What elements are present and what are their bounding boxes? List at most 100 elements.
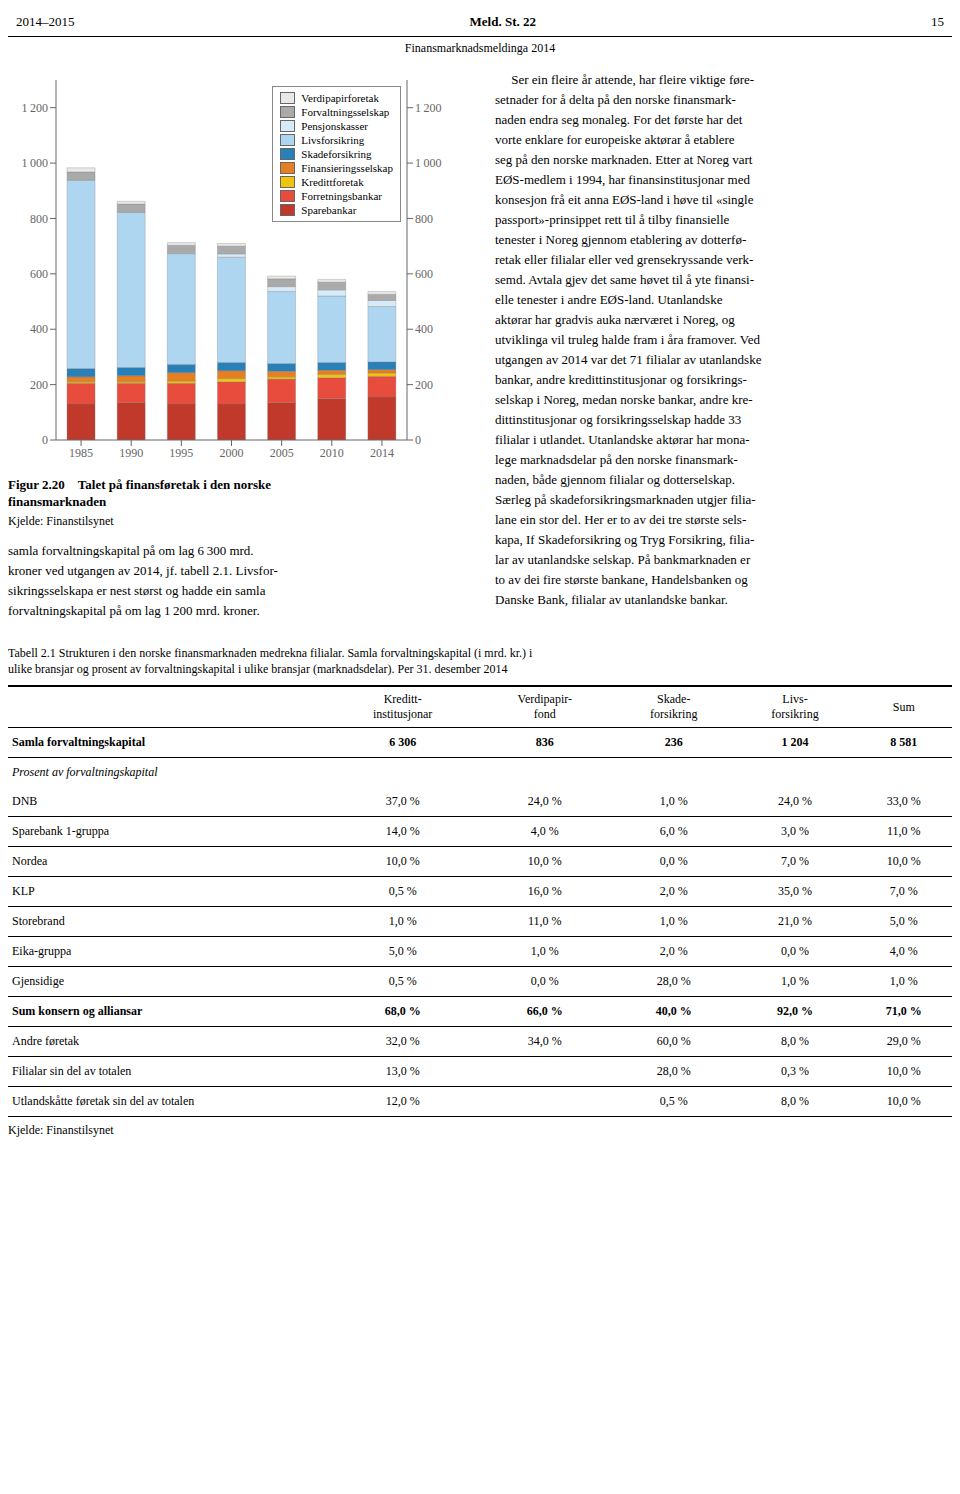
html-text:35,0 %: 35,0 % bbox=[778, 884, 812, 898]
html-text:37,0 %: 37,0 % bbox=[385, 794, 420, 808]
html-text:2014–2015: 2014–2015 bbox=[16, 14, 75, 29]
html-text:Nordea: Nordea bbox=[12, 854, 48, 868]
html-text:elle tenester i andre EØS-land: elle tenester i andre EØS-land. Utanland… bbox=[495, 292, 723, 307]
html-text:setnader for å delta på den no: setnader for å delta på den norske finan… bbox=[495, 92, 736, 107]
html-text:Samla forvaltningskapital: Samla forvaltningskapital bbox=[12, 735, 145, 749]
html-text:Meld. St. 22: Meld. St. 22 bbox=[469, 14, 536, 29]
svg-text:200: 200 bbox=[415, 378, 433, 392]
html-text:3,0 %: 3,0 % bbox=[781, 824, 809, 838]
html-text:EØS-medlem i 1994, har finansi: EØS-medlem i 1994, har finansinstitusjon… bbox=[495, 172, 750, 187]
svg-text:2000: 2000 bbox=[220, 446, 244, 460]
html-text:Livs- forsikring: Livs- forsikring bbox=[771, 692, 819, 721]
svg-text:1985: 1985 bbox=[69, 446, 93, 460]
html-text:11,0 %: 11,0 % bbox=[528, 914, 562, 928]
html-text:33,0 %: 33,0 % bbox=[886, 794, 921, 808]
svg-text:1995: 1995 bbox=[169, 446, 193, 460]
html-text:1 204: 1 204 bbox=[781, 735, 809, 749]
html-text:samla forvaltningskapital på o: samla forvaltningskapital på om lag 6 30… bbox=[8, 543, 254, 558]
html-text:naden, både gjennom filialar o: naden, både gjennom filialar og dotterse… bbox=[495, 472, 736, 487]
html-text:sikringsselskapa er nest størs: sikringsselskapa er nest størst og hadde… bbox=[8, 583, 266, 598]
svg-text:800: 800 bbox=[30, 212, 48, 226]
html-text:Prosent av forvaltningskapital: Prosent av forvaltningskapital bbox=[12, 765, 158, 779]
html-text:kroner ved utgangen av 2014, j: kroner ved utgangen av 2014, jf. tabell … bbox=[8, 563, 278, 578]
html-text:Tabell 2.1 Strukturen i den no: Tabell 2.1 Strukturen i den norske finan… bbox=[8, 646, 533, 660]
html-text:836: 836 bbox=[535, 735, 554, 749]
html-text:24,0 %: 24,0 % bbox=[527, 794, 562, 808]
html-text:tenester i Noreg gjennom etabl: tenester i Noreg gjennom etablering av d… bbox=[495, 232, 747, 247]
html-text:10,0 %: 10,0 % bbox=[886, 854, 921, 868]
html-text:finansmarknaden: finansmarknaden bbox=[8, 494, 107, 509]
svg-text:800: 800 bbox=[415, 212, 433, 226]
html-text:Danske Bank, filialar av utanl: Danske Bank, filialar av utanlandske ban… bbox=[495, 592, 728, 607]
svg-text:0: 0 bbox=[42, 433, 48, 447]
html-text:236: 236 bbox=[664, 735, 683, 749]
html-text:11,0 %: 11,0 % bbox=[887, 824, 921, 838]
html-text:lane ein stor del. Her er to a: lane ein stor del. Her er to av dei tre … bbox=[495, 512, 747, 527]
html-text:semd. Avtala gjev det same høv: semd. Avtala gjev det same høvet til å y… bbox=[495, 272, 754, 287]
html-text:forvaltningskapital på om lag: forvaltningskapital på om lag 1 200 mrd.… bbox=[8, 603, 260, 618]
svg-text:1 000: 1 000 bbox=[415, 156, 441, 170]
html-text:to av dei fire største bankane: to av dei fire største bankane, Handelsb… bbox=[495, 572, 748, 587]
html-text:Storebrand: Storebrand bbox=[12, 914, 65, 928]
html-text:10,0 %: 10,0 % bbox=[527, 854, 562, 868]
svg-text:1 200: 1 200 bbox=[22, 101, 48, 115]
html-text:6,0 %: 6,0 % bbox=[659, 824, 688, 838]
html-text:passport»-prinsippet rett til: passport»-prinsippet rett til å tilby fi… bbox=[495, 212, 730, 227]
html-text:1,0 %: 1,0 % bbox=[388, 914, 417, 928]
html-text:4,0 %: 4,0 % bbox=[530, 824, 559, 838]
svg-text:600: 600 bbox=[30, 267, 48, 281]
html-text:1,0 %: 1,0 % bbox=[659, 914, 688, 928]
html-text:1,0 %: 1,0 % bbox=[659, 794, 688, 808]
html-text:utgangen av 2014 var det 71 fi: utgangen av 2014 var det 71 filialar av … bbox=[495, 352, 762, 367]
html-text:Ser ein fleire år attende, har: Ser ein fleire år attende, har fleire vi… bbox=[495, 72, 755, 87]
svg-text:0: 0 bbox=[415, 433, 421, 447]
html-text:8 581: 8 581 bbox=[890, 735, 918, 749]
html-text:0,5 %: 0,5 % bbox=[388, 884, 417, 898]
svg-text:2005: 2005 bbox=[270, 446, 294, 460]
svg-text:200: 200 bbox=[30, 378, 48, 392]
html-text:bankar, andre kredittinstitusj: bankar, andre kredittinstitusjonar og fo… bbox=[495, 372, 747, 387]
html-text:Sparebank 1-gruppa: Sparebank 1-gruppa bbox=[12, 824, 109, 838]
svg-text:1 200: 1 200 bbox=[415, 101, 441, 115]
html-text:selskap i Noreg, medan norske: selskap i Noreg, medan norske bankar, an… bbox=[495, 392, 753, 407]
html-text:Sum: Sum bbox=[892, 699, 915, 714]
html-text:Kreditt- institusjonar: Kreditt- institusjonar bbox=[373, 692, 433, 721]
svg-text:1 000: 1 000 bbox=[22, 156, 48, 170]
html-text:10,0 %: 10,0 % bbox=[385, 854, 420, 868]
svg-text:600: 600 bbox=[415, 267, 433, 281]
html-text:lar av utanlandske selskap. På: lar av utanlandske selskap. På bankmarkn… bbox=[495, 552, 751, 567]
svg-text:1990: 1990 bbox=[119, 446, 143, 460]
html-text:kapa, If Skadeforsikring og Tr: kapa, If Skadeforsikring og Tryg Forsikr… bbox=[495, 532, 755, 547]
html-text:DNB: DNB bbox=[12, 794, 38, 808]
html-text:dittinstitusjonar og forsikrin: dittinstitusjonar og forsikringsselskap … bbox=[495, 412, 742, 427]
html-text:utviklinga vil truleg halde fr: utviklinga vil truleg halde fram i åra f… bbox=[495, 332, 761, 347]
html-text:Figur 2.20 Talet på finansføre: Figur 2.20 Talet på finansføretak i den … bbox=[8, 477, 271, 492]
svg-text:2010: 2010 bbox=[320, 446, 344, 460]
html-text:Særleg på skadeforsikringsmark: Særleg på skadeforsikringsmarknaden utgj… bbox=[495, 492, 756, 507]
svg-text:2014: 2014 bbox=[370, 446, 394, 460]
html-text:24,0 %: 24,0 % bbox=[778, 794, 812, 808]
html-text:2,0 %: 2,0 % bbox=[659, 884, 688, 898]
html-text:Verdipapir- fond: Verdipapir- fond bbox=[517, 692, 572, 721]
html-text:Skade- forsikring: Skade- forsikring bbox=[650, 692, 698, 721]
html-text:retak eller filialar eller ved: retak eller filialar eller ved grensekry… bbox=[495, 252, 754, 267]
html-text:KLP: KLP bbox=[12, 884, 35, 898]
html-text:7,0 %: 7,0 % bbox=[781, 854, 809, 868]
svg-text:400: 400 bbox=[415, 322, 433, 336]
html-text:filialar i utlandet. Utanlands: filialar i utlandet. Utanlandske aktørar… bbox=[495, 432, 750, 447]
html-text:seg på den norske marknaden. E: seg på den norske marknaden. Etter at No… bbox=[495, 152, 753, 167]
html-text:aktørar har gradvis auka nærvæ: aktørar har gradvis auka nærværet i Nore… bbox=[495, 312, 735, 327]
html-text:konsesjon frå eit anna EØS-lan: konsesjon frå eit anna EØS-land i høve t… bbox=[495, 192, 754, 207]
html-text:naden endra seg monaleg. For d: naden endra seg monaleg. For det første … bbox=[495, 112, 743, 127]
svg-text:400: 400 bbox=[30, 322, 48, 336]
html-text:ulike bransjar og prosent av f: ulike bransjar og prosent av forvaltning… bbox=[8, 662, 508, 676]
html-text:7,0 %: 7,0 % bbox=[889, 884, 918, 898]
html-text:6 306: 6 306 bbox=[389, 735, 417, 749]
html-text:lege marknadsdelar på den nors: lege marknadsdelar på den norske finansm… bbox=[495, 452, 738, 467]
html-text:14,0 %: 14,0 % bbox=[385, 824, 420, 838]
html-text:0,0 %: 0,0 % bbox=[659, 854, 688, 868]
html-text:16,0 %: 16,0 % bbox=[527, 884, 562, 898]
html-text:Kjelde: Finanstilsynet: Kjelde: Finanstilsynet bbox=[8, 514, 114, 528]
html-text:Finansmarknadsmeldinga 2014: Finansmarknadsmeldinga 2014 bbox=[404, 41, 556, 55]
html-text:vorte enklare for europeiske a: vorte enklare for europeiske aktørar å e… bbox=[495, 132, 735, 147]
